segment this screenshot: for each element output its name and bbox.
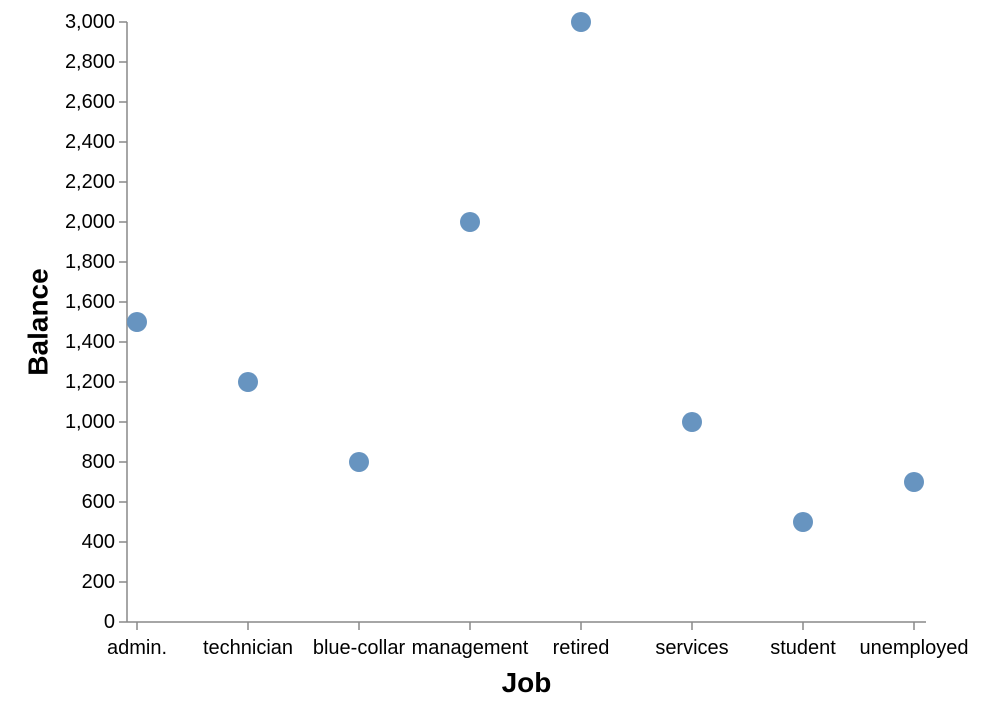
x-tick-label: services — [655, 637, 728, 659]
y-tick-label: 2,000 — [65, 211, 115, 233]
x-tick-label: management — [412, 637, 529, 659]
x-tick-label: unemployed — [860, 637, 969, 659]
y-tick-label: 1,000 — [65, 411, 115, 433]
x-tick-label: retired — [553, 637, 610, 659]
data-point — [571, 12, 591, 32]
x-tick-label: student — [770, 637, 836, 659]
y-tick-label: 2,600 — [65, 91, 115, 113]
x-tick-label: blue-collar — [313, 637, 406, 659]
data-point — [904, 472, 924, 492]
y-tick-label: 800 — [82, 451, 115, 473]
y-axis-ticks: 0 200 400 600 800 1,000 1,200 1,400 1,600 1,800 2,… — [65, 11, 127, 633]
x-tick-label: admin. — [107, 637, 167, 659]
x-axis-title: Job — [502, 667, 552, 698]
x-tick-label: technician — [203, 637, 293, 659]
y-tick-label: 400 — [82, 531, 115, 553]
data-point — [238, 372, 258, 392]
y-tick-label: 3,000 — [65, 11, 115, 33]
data-points — [127, 12, 924, 532]
y-tick-label: 2,200 — [65, 171, 115, 193]
y-tick-label: 0 — [104, 611, 115, 633]
y-axis: 0 200 400 600 800 1,000 1,200 1,400 1,600 1,800 2,… — [65, 11, 128, 633]
y-tick-label: 1,200 — [65, 371, 115, 393]
y-tick-label: 200 — [82, 571, 115, 593]
x-axis: admin. technician blue-collar management ret… — [107, 621, 969, 659]
data-point — [127, 312, 147, 332]
y-axis-title: Balance — [23, 268, 54, 375]
y-tick-label: 600 — [82, 491, 115, 513]
y-tick-label: 1,800 — [65, 251, 115, 273]
y-tick-label: 1,600 — [65, 291, 115, 313]
data-point — [793, 512, 813, 532]
y-tick-label: 2,400 — [65, 131, 115, 153]
x-axis-ticks: admin. technician blue-collar management ret… — [107, 622, 969, 659]
y-tick-label: 1,400 — [65, 331, 115, 353]
data-point — [349, 452, 369, 472]
y-tick-label: 2,800 — [65, 51, 115, 73]
data-point — [460, 212, 480, 232]
data-point — [682, 412, 702, 432]
